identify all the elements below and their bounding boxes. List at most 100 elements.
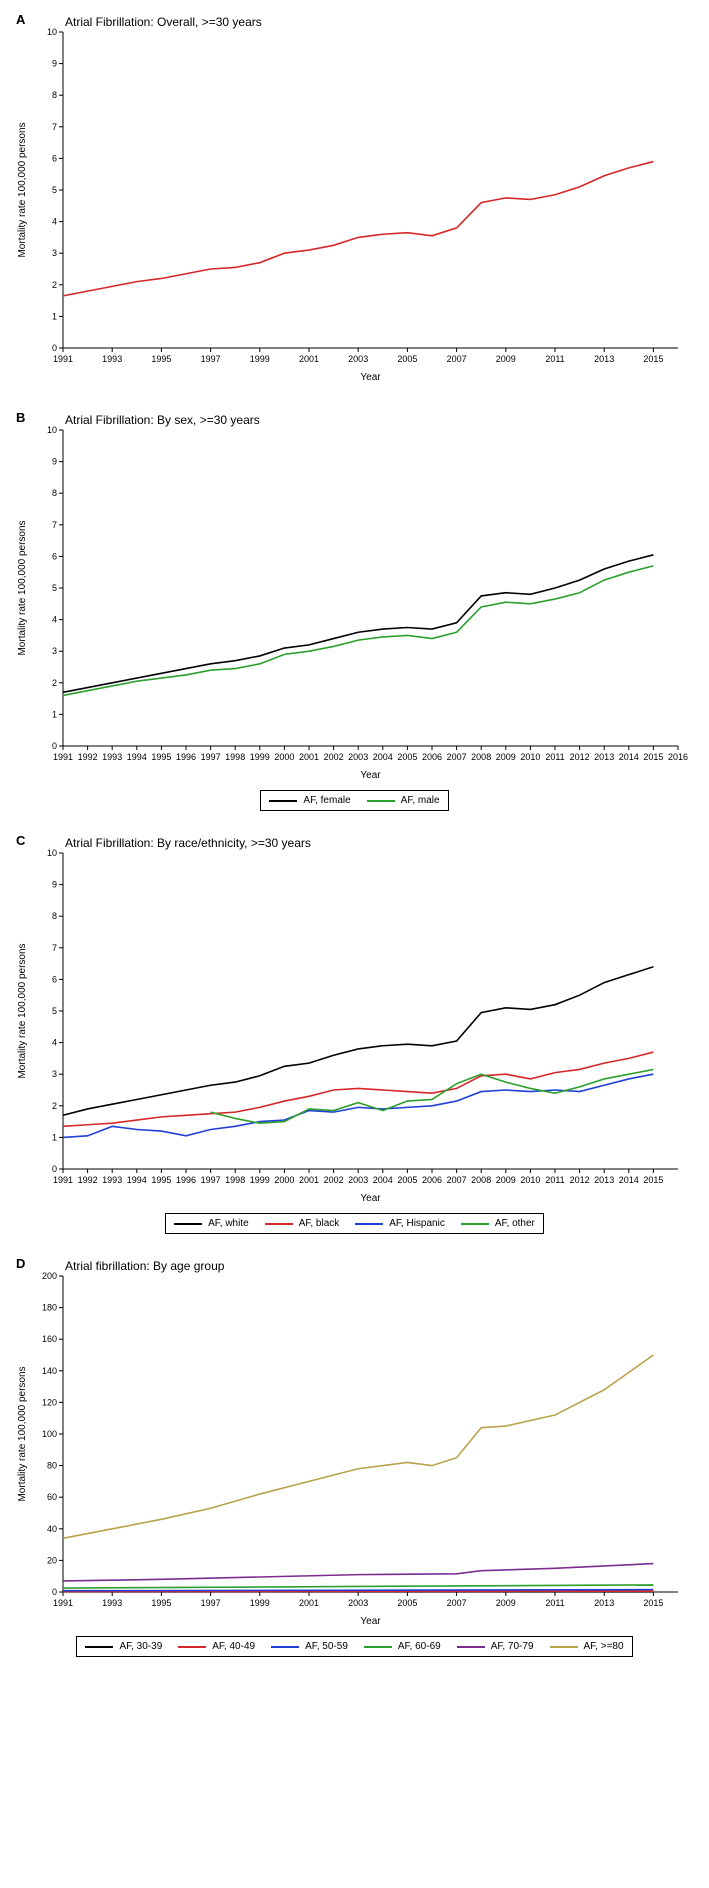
x-tick-label: 2011 <box>545 354 564 364</box>
y-tick-label: 9 <box>52 59 57 69</box>
x-tick-label: 1993 <box>102 354 122 364</box>
y-tick-label: 9 <box>52 457 57 467</box>
chart-panel-C: CAtrial Fibrillation: By race/ethnicity,… <box>8 829 701 1234</box>
legend-item: AF, 60-69 <box>364 1641 441 1652</box>
x-tick-label: 1999 <box>250 1598 270 1608</box>
legend-item: AF, 30-39 <box>85 1641 162 1652</box>
y-tick-label: 6 <box>52 153 57 163</box>
y-tick-label: 2 <box>52 1101 57 1111</box>
x-tick-label: 2000 <box>274 752 294 762</box>
x-tick-label: 2014 <box>619 1175 639 1185</box>
x-tick-label: 2001 <box>299 1175 319 1185</box>
x-tick-label: 1998 <box>225 1175 245 1185</box>
legend-label: AF, black <box>299 1218 340 1229</box>
y-tick-label: 3 <box>52 248 57 258</box>
y-tick-label: 8 <box>52 488 57 498</box>
x-tick-label: 2004 <box>373 1175 393 1185</box>
x-tick-label: 2001 <box>299 752 319 762</box>
legend-item: AF, 50-59 <box>271 1641 348 1652</box>
legend-swatch <box>367 800 395 802</box>
legend-swatch <box>265 1223 293 1225</box>
legend-swatch <box>271 1646 299 1648</box>
y-axis-label: Mortality rate 100,000 persons <box>17 1366 28 1501</box>
panel-title: Atrial Fibrillation: By race/ethnicity, … <box>65 836 311 850</box>
x-tick-label: 1994 <box>127 752 147 762</box>
y-tick-label: 200 <box>42 1271 57 1281</box>
legend-swatch <box>364 1646 392 1648</box>
x-tick-label: 2010 <box>520 752 540 762</box>
x-tick-label: 1998 <box>225 752 245 762</box>
series-line <box>63 162 653 296</box>
chart-svg: B Atrial Fibrillation: By sex, >=30 years… <box>8 406 701 786</box>
legend-label: AF, 40-49 <box>212 1641 255 1652</box>
legend-label: AF, >=80 <box>584 1641 624 1652</box>
legend-item: AF, 70-79 <box>457 1641 534 1652</box>
series-line <box>63 1590 653 1591</box>
legend-item: AF, white <box>174 1218 249 1229</box>
panel-letter: D <box>16 1256 25 1271</box>
legend: AF, 30-39 AF, 40-49 AF, 50-59 AF, 60-69 AF, … <box>76 1636 632 1657</box>
x-tick-label: 1994 <box>127 1175 147 1185</box>
x-tick-label: 2008 <box>471 752 491 762</box>
legend-label: AF, other <box>495 1218 535 1229</box>
x-tick-label: 1993 <box>102 752 122 762</box>
legend-label: AF, 50-59 <box>305 1641 348 1652</box>
series-line <box>63 1052 653 1126</box>
x-tick-label: 2015 <box>643 752 663 762</box>
y-tick-label: 180 <box>42 1303 57 1313</box>
chart-svg: AAtrial Fibrillation: Overall, >=30 year… <box>8 8 701 388</box>
y-tick-label: 2 <box>52 280 57 290</box>
x-tick-label: 2015 <box>643 354 663 364</box>
series-line <box>63 1355 653 1538</box>
y-tick-label: 9 <box>52 880 57 890</box>
x-tick-label: 2001 <box>299 1598 319 1608</box>
y-tick-label: 6 <box>52 974 57 984</box>
x-tick-label: 1991 <box>53 1598 73 1608</box>
x-tick-label: 2013 <box>594 1598 614 1608</box>
y-tick-label: 60 <box>47 1492 57 1502</box>
x-tick-label: 2015 <box>643 1175 663 1185</box>
series-line <box>211 1069 654 1123</box>
series-line <box>63 555 653 692</box>
x-tick-label: 1993 <box>102 1598 122 1608</box>
x-tick-label: 2000 <box>274 1175 294 1185</box>
legend-swatch <box>550 1646 578 1648</box>
y-tick-label: 4 <box>52 615 57 625</box>
x-tick-label: 2003 <box>348 1598 368 1608</box>
legend-item: AF, >=80 <box>550 1641 624 1652</box>
y-tick-label: 7 <box>52 520 57 530</box>
y-tick-label: 160 <box>42 1334 57 1344</box>
legend-label: AF, male <box>401 795 440 806</box>
legend-swatch <box>457 1646 485 1648</box>
y-tick-label: 40 <box>47 1524 57 1534</box>
y-tick-label: 0 <box>52 741 57 751</box>
chart-panel-B: B Atrial Fibrillation: By sex, >=30 years… <box>8 406 701 811</box>
x-tick-label: 1997 <box>201 1598 221 1608</box>
x-tick-label: 2006 <box>422 752 442 762</box>
x-axis-label: Year <box>360 1193 381 1204</box>
legend-label: AF, white <box>208 1218 249 1229</box>
x-tick-label: 2005 <box>397 1598 417 1608</box>
x-tick-label: 2006 <box>422 1175 442 1185</box>
x-tick-label: 2013 <box>594 752 614 762</box>
y-tick-label: 7 <box>52 122 57 132</box>
x-tick-label: 2015 <box>643 1598 663 1608</box>
y-tick-label: 4 <box>52 1038 57 1048</box>
legend-item: AF, 40-49 <box>178 1641 255 1652</box>
y-tick-label: 140 <box>42 1366 57 1376</box>
panel-title: Atrial Fibrillation: By sex, >=30 years <box>65 413 260 427</box>
y-tick-label: 20 <box>47 1555 57 1565</box>
panel-letter: B <box>16 410 25 425</box>
legend-swatch <box>174 1223 202 1225</box>
y-tick-label: 1 <box>52 1132 57 1142</box>
y-tick-label: 10 <box>47 848 57 858</box>
x-tick-label: 1991 <box>53 1175 73 1185</box>
x-tick-label: 2002 <box>324 1175 344 1185</box>
legend-swatch <box>85 1646 113 1648</box>
y-tick-label: 4 <box>52 217 57 227</box>
x-tick-label: 1999 <box>250 752 270 762</box>
x-tick-label: 2010 <box>520 1175 540 1185</box>
x-tick-label: 2007 <box>447 1598 467 1608</box>
series-line <box>63 1074 653 1137</box>
y-tick-label: 100 <box>42 1429 57 1439</box>
